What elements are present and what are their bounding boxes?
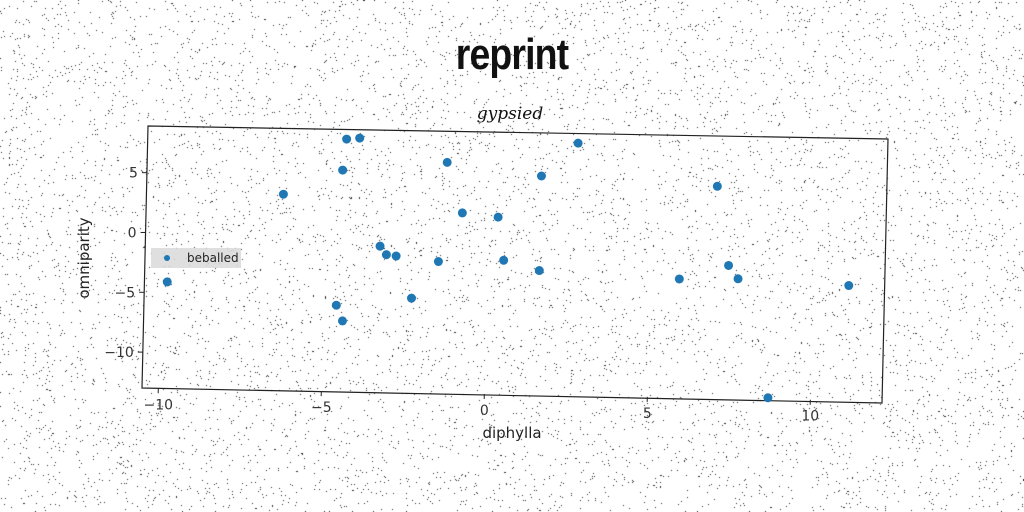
data-point [355, 133, 365, 143]
data-point [406, 293, 416, 303]
y-tick-label: 5 [129, 166, 138, 182]
y-tick-label: 0 [128, 225, 137, 241]
x-tick-label: −10 [144, 397, 174, 413]
plot-frame [141, 125, 889, 404]
x-tick-label: 5 [643, 406, 652, 422]
data-point [278, 189, 288, 199]
main-title: reprint [455, 30, 569, 79]
data-point [457, 208, 467, 218]
y-tick-label: −10 [104, 345, 134, 361]
data-point [375, 241, 385, 251]
data-point [724, 260, 734, 270]
data-point [337, 316, 347, 326]
y-tick-label: −5 [115, 285, 136, 301]
data-point [381, 250, 391, 260]
data-point [499, 255, 509, 265]
data-point [162, 277, 172, 287]
x-tick-label: 10 [801, 409, 819, 425]
data-point [712, 181, 722, 191]
x-axis-label: diphylla [482, 424, 541, 442]
data-point [493, 212, 503, 222]
axes [141, 125, 889, 404]
x-tick-label: 0 [480, 403, 489, 419]
x-tick-label: −5 [311, 400, 332, 416]
data-point [534, 266, 544, 276]
ticks: −10 −5 0 5 10 −10 −5 0 5 [104, 166, 819, 425]
data-point [763, 393, 773, 403]
data-point [433, 257, 443, 267]
data-point [536, 171, 546, 181]
data-point [733, 274, 743, 284]
legend-box [151, 248, 241, 268]
data-point [442, 157, 452, 167]
data-points [162, 133, 854, 403]
legend-marker [164, 255, 170, 261]
legend-label: beballed [187, 251, 239, 265]
data-point [331, 300, 341, 310]
data-point [338, 165, 348, 175]
data-point [391, 251, 401, 261]
chart-subtitle: gypsied [477, 104, 544, 124]
data-point [342, 134, 352, 144]
data-point [573, 138, 583, 148]
data-point [844, 281, 854, 291]
data-point [674, 274, 684, 284]
y-axis-label: omniparity [75, 217, 93, 298]
legend: beballed [151, 248, 241, 268]
